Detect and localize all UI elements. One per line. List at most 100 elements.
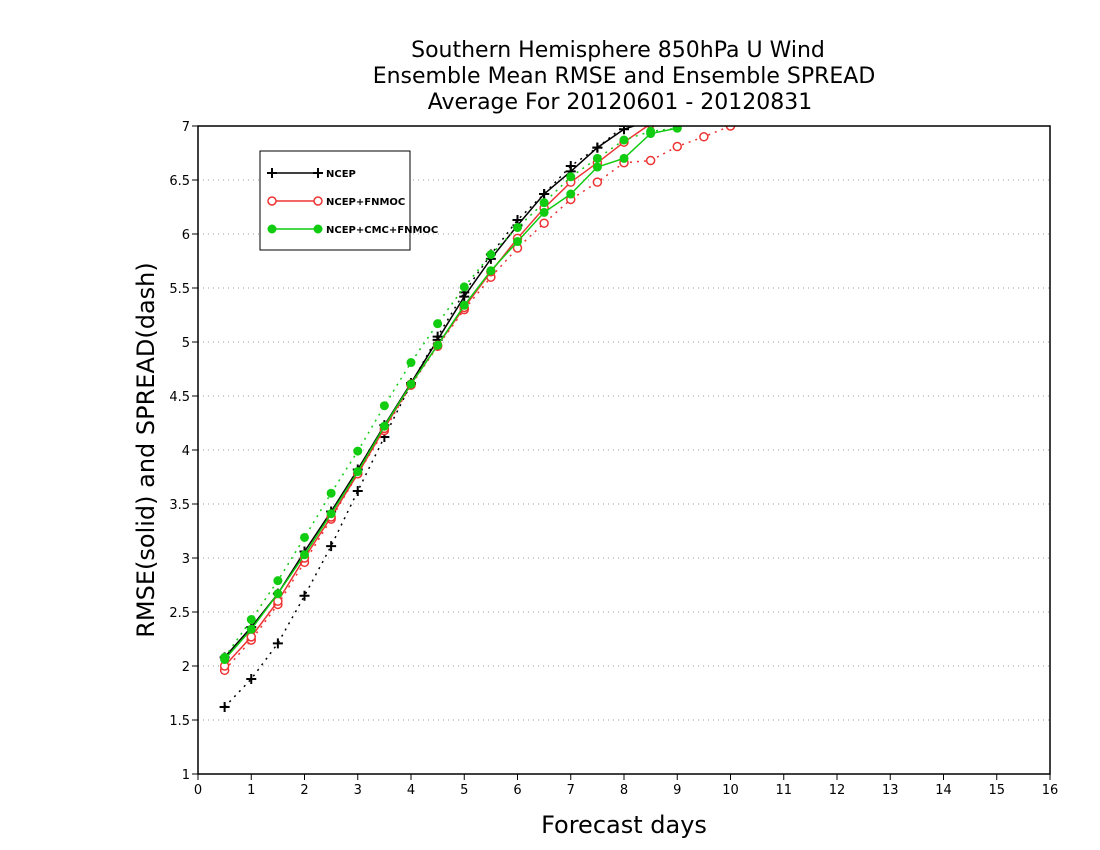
legend-marker-start (267, 196, 277, 206)
title-line-3: Average For 20120601 - 20120831 (428, 90, 813, 115)
data-point-ncep-spread (326, 541, 337, 552)
title-line-2: Ensemble Mean RMSE and Ensemble SPREAD (373, 64, 876, 89)
data-point-ncep-cmc-fnmoc-spread (459, 282, 469, 292)
x-tick-label: 6 (513, 783, 521, 798)
data-point-ncep-cmc-fnmoc-rmse (220, 655, 230, 665)
data-point-ncep-cmc-fnmoc-rmse (646, 129, 656, 139)
data-point-ncep-cmc-fnmoc-rmse (513, 237, 522, 247)
data-point-ncep-cmc-fnmoc-rmse (353, 467, 363, 477)
x-tick-label: 15 (988, 783, 1005, 798)
data-point-ncep-spread (272, 638, 283, 649)
data-point-ncep-fnmoc-rmse (246, 632, 256, 642)
x-axis: 0 1 2 3 4 5 6 7 8 9 10 11 12 13 14 15 16 (194, 774, 1058, 798)
y-tick-label: 7 (182, 120, 190, 135)
legend-item-ncep-cmc-fnmoc: NCEP+CMC+FNMOC (267, 224, 438, 236)
data-point-ncep-fnmoc-spread (725, 126, 736, 131)
legend-label: NCEP+FNMOC (326, 197, 405, 208)
data-point-ncep-cmc-fnmoc-spread (513, 223, 522, 233)
y-tick-label: 4.5 (169, 390, 190, 405)
data-point-ncep-spread (299, 590, 310, 601)
x-tick-label: 9 (673, 783, 681, 798)
y-tick-label: 6.5 (169, 174, 190, 189)
data-point-ncep-spread (646, 116, 656, 126)
x-tick-label: 16 (1042, 783, 1059, 798)
x-tick-label: 1 (247, 783, 255, 798)
legend-item-ncep: NCEP (267, 168, 356, 180)
data-point-ncep-cmc-fnmoc-rmse (379, 421, 389, 431)
legend-item-ncep-fnmoc: NCEP+FNMOC (267, 196, 405, 208)
legend-marker-start (267, 224, 277, 234)
x-tick-label: 11 (775, 783, 792, 798)
data-point-ncep-fnmoc-spread (699, 132, 709, 142)
data-point-ncep-cmc-fnmoc-rmse (619, 153, 629, 163)
chart-title: Southern Hemisphere 850hPa U Wind Ensemb… (373, 38, 876, 115)
x-tick-label: 7 (567, 783, 575, 798)
x-tick-label: 14 (935, 783, 952, 798)
data-point-ncep-cmc-fnmoc-rmse (539, 207, 549, 217)
x-tick-label: 3 (354, 783, 362, 798)
data-point-ncep-cmc-fnmoc-spread (353, 446, 363, 456)
data-point-ncep-spread (219, 702, 230, 713)
data-point-ncep-cmc-fnmoc-rmse (406, 379, 416, 389)
legend-marker-end (313, 168, 323, 178)
data-point-ncep-cmc-fnmoc-rmse (273, 589, 283, 599)
data-point-ncep-cmc-fnmoc-rmse (326, 509, 336, 519)
data-point-ncep-cmc-fnmoc-spread (539, 198, 549, 208)
x-tick-label: 4 (407, 783, 415, 798)
x-tick-label: 0 (194, 783, 202, 798)
data-point-ncep-rmse (459, 291, 470, 302)
data-point-ncep-cmc-fnmoc-spread (406, 358, 416, 368)
series-line-ncep-spread (224, 126, 628, 708)
data-point-ncep-cmc-fnmoc-rmse (592, 162, 602, 172)
data-point-ncep-cmc-fnmoc-rmse (433, 340, 443, 350)
data-point-ncep-rmse (646, 116, 656, 126)
data-point-ncep-cmc-fnmoc-rmse (672, 126, 682, 133)
data-point-ncep-cmc-fnmoc-rmse (566, 189, 576, 199)
y-tick-label: 5.5 (169, 282, 190, 297)
x-tick-label: 2 (300, 783, 308, 798)
x-axis-label: Forecast days (541, 811, 707, 839)
data-point-ncep-cmc-fnmoc-spread (486, 250, 496, 260)
x-tick-label: 5 (460, 783, 468, 798)
data-point-ncep-fnmoc-spread (645, 155, 656, 166)
y-tick-label: 4 (182, 444, 190, 459)
data-point-ncep-cmc-fnmoc-spread (246, 615, 256, 625)
data-point-ncep-cmc-fnmoc-spread (433, 319, 443, 329)
data-point-ncep-cmc-fnmoc-spread (592, 153, 602, 163)
data-point-ncep-spread (352, 486, 363, 497)
y-axis: 1 1.5 2 2.5 3 3.5 4 4.5 5 5.5 6 6.5 7 (169, 120, 198, 783)
x-tick-label: 10 (722, 783, 739, 798)
data-point-ncep-spread (246, 673, 257, 684)
data-point-ncep-cmc-fnmoc-spread (566, 172, 576, 182)
legend: NCEP NCEP+FNMOC NCEP+CMC+FNMOC (259, 150, 438, 251)
y-tick-label: 6 (182, 228, 190, 243)
data-point-ncep-cmc-fnmoc-spread (379, 401, 389, 411)
y-tick-label: 1 (182, 768, 190, 783)
legend-marker-end (313, 196, 323, 206)
data-point-ncep-cmc-fnmoc-spread (619, 135, 629, 145)
legend-marker-end (313, 224, 323, 234)
y-tick-label: 1.5 (169, 714, 190, 729)
title-line-1: Southern Hemisphere 850hPa U Wind (411, 38, 825, 63)
data-point-ncep-cmc-fnmoc-rmse (486, 266, 496, 276)
y-tick-label: 2 (182, 660, 190, 675)
series-ncep-cmc-fnmoc-rmse (220, 126, 682, 665)
data-point-ncep-fnmoc-spread (539, 218, 549, 228)
y-tick-label: 5 (182, 336, 190, 351)
legend-label: NCEP (326, 169, 356, 180)
x-tick-label: 12 (829, 783, 846, 798)
x-tick-label: 13 (882, 783, 899, 798)
data-point-ncep-cmc-fnmoc-spread (326, 488, 336, 498)
y-tick-label: 2.5 (169, 606, 190, 621)
legend-marker-start (267, 168, 277, 178)
data-point-ncep-fnmoc-spread (592, 177, 603, 187)
data-point-ncep-cmc-fnmoc-rmse (300, 550, 309, 560)
gridlines (198, 179, 1050, 721)
data-point-ncep-cmc-fnmoc-rmse (246, 624, 256, 634)
data-point-ncep-cmc-fnmoc-spread (300, 532, 309, 542)
series-layer (219, 116, 736, 713)
legend-label: NCEP+CMC+FNMOC (326, 225, 438, 236)
data-point-ncep-fnmoc-spread (672, 141, 682, 152)
data-point-ncep-cmc-fnmoc-rmse (459, 300, 469, 310)
y-tick-label: 3 (182, 552, 190, 567)
